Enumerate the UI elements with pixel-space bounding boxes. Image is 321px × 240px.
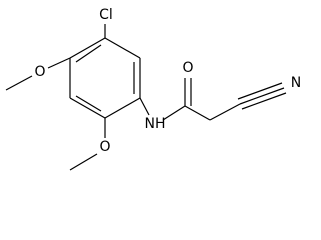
bond xyxy=(69,37,106,59)
bond xyxy=(162,105,186,121)
bond xyxy=(69,153,98,171)
ring xyxy=(69,37,141,119)
double-bond xyxy=(75,95,102,112)
atom-label: O xyxy=(34,64,45,80)
bond xyxy=(104,97,141,119)
bond xyxy=(47,57,71,69)
triple-bond xyxy=(241,92,287,110)
bond xyxy=(69,97,106,119)
atom-label: NH xyxy=(145,116,166,132)
atom-label: O xyxy=(182,60,193,76)
structure-diagram: Cl O O NH O N xyxy=(5,7,301,171)
double-bond xyxy=(75,44,102,63)
atom-label: Cl xyxy=(99,7,113,23)
triple-bond xyxy=(237,82,283,100)
bond xyxy=(209,103,241,121)
atom-label: N xyxy=(291,75,301,91)
page: Cl O O NH O N (() => { const data = JSON… xyxy=(5,7,302,171)
bond xyxy=(139,97,150,116)
bond xyxy=(104,37,141,59)
atom-label: O xyxy=(99,139,110,155)
bond xyxy=(184,105,211,121)
triple-bond xyxy=(239,87,285,105)
bond xyxy=(5,75,33,91)
